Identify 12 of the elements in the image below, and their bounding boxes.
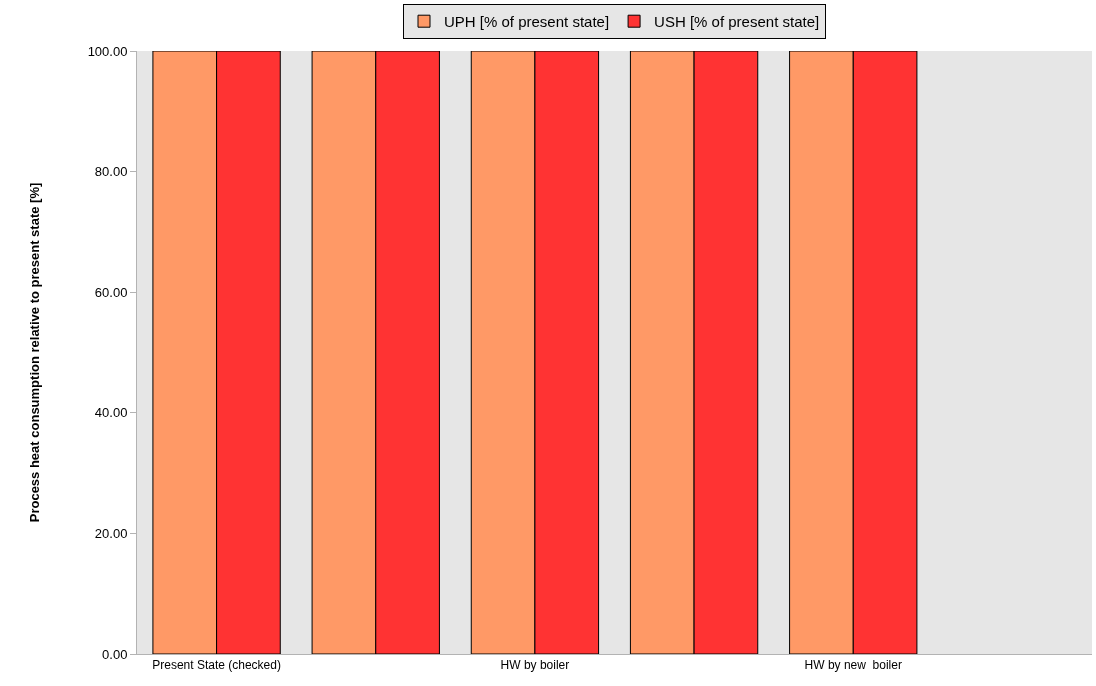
x-tick-label: HW by new boiler (804, 658, 902, 673)
y-axis-title: Process heat consumption relative to present state [%] (26, 182, 42, 523)
x-tick-label: Present State (checked) (152, 658, 281, 673)
y-tick-label: 60.00 (94, 284, 128, 300)
y-tick-label: 100.00 (87, 43, 128, 59)
legend-label: USH [% of present state] (654, 13, 820, 31)
y-tick-label: 20.00 (94, 525, 128, 541)
x-tick-label: HW by boiler (500, 658, 570, 673)
y-tick-label: 80.00 (94, 164, 128, 180)
y-tick-label: 40.00 (94, 405, 128, 421)
y-tick-label: 0.00 (102, 646, 128, 662)
legend-label: UPH [% of present state] (444, 13, 610, 31)
